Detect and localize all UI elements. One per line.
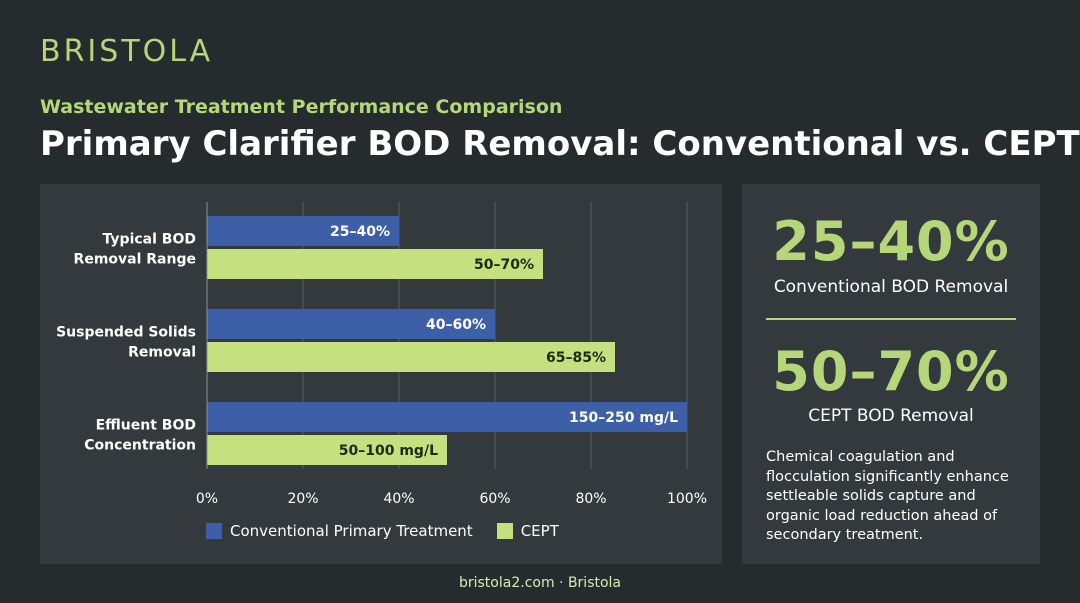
brand-logo: BRISTOLA xyxy=(40,34,214,69)
stat-conventional-value: 25–40% xyxy=(772,210,1010,273)
page-title: Primary Clarifier BOD Removal: Conventio… xyxy=(40,124,1080,164)
stats-note: Chemical coagulation and flocculation si… xyxy=(766,449,1009,543)
stats-panel: 25–40% Conventional BOD Removal 50–70% C… xyxy=(742,184,1040,564)
bar-value-label: 25–40% xyxy=(330,224,390,240)
bar xyxy=(207,249,543,279)
x-tick-label: 40% xyxy=(383,491,414,507)
stat-cept-value: 50–70% xyxy=(772,340,1010,403)
x-tick-label: 80% xyxy=(575,491,606,507)
page-subtitle: Wastewater Treatment Performance Compari… xyxy=(40,96,563,118)
bar-value-label: 40–60% xyxy=(426,317,486,333)
category-label: Typical BOD Removal Range xyxy=(74,232,196,268)
footer-text: bristola2.com · Bristola xyxy=(458,575,622,591)
legend-swatch-cept xyxy=(496,523,513,539)
bar xyxy=(207,216,399,246)
x-tick-label: 60% xyxy=(479,491,510,507)
x-tick-label: 0% xyxy=(196,491,218,507)
legend-item-conventional: Conventional Primary Treatment xyxy=(206,522,473,540)
bar-value-label: 50–70% xyxy=(474,257,534,273)
chart-legend: Conventional Primary Treatment CEPT xyxy=(206,522,573,540)
x-tick-label: 20% xyxy=(287,491,318,507)
bar-value-label: 50–100 mg/L xyxy=(339,443,438,459)
stat-conventional-caption: Conventional BOD Removal xyxy=(773,277,1009,297)
bar xyxy=(207,309,495,339)
stats-divider xyxy=(766,318,1016,320)
x-tick-label: 100% xyxy=(667,491,707,507)
legend-swatch-conventional xyxy=(206,523,222,539)
stat-cept-caption: CEPT BOD Removal xyxy=(808,406,974,426)
category-label: Suspended Solids Removal xyxy=(56,325,196,361)
bar-chart: 0% 20% 40% 60% 80% 100% 25–40% 40–60% 150–250 mg… xyxy=(56,202,707,507)
chart-panel: 0% 20% 40% 60% 80% 100% 25–40% 40–60% 150–250 mg… xyxy=(40,184,722,564)
bar xyxy=(207,402,687,432)
bar xyxy=(207,435,447,465)
bar-value-label: 150–250 mg/L xyxy=(569,410,678,426)
category-label: Effluent BOD Concentration xyxy=(84,418,196,454)
bar xyxy=(207,342,615,372)
legend-label-cept: CEPT xyxy=(520,522,559,540)
legend-label-conventional: Conventional Primary Treatment xyxy=(230,522,473,540)
legend-item-cept: CEPT xyxy=(496,522,559,540)
bar-value-label: 65–85% xyxy=(546,350,606,366)
